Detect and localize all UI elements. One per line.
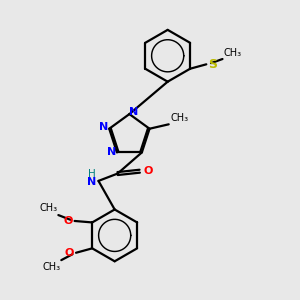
Text: H: H bbox=[88, 169, 96, 179]
Text: O: O bbox=[143, 166, 153, 176]
Text: CH₃: CH₃ bbox=[170, 113, 188, 123]
Text: N: N bbox=[87, 177, 97, 188]
Text: S: S bbox=[208, 58, 217, 71]
Text: N: N bbox=[129, 107, 138, 117]
Text: CH₃: CH₃ bbox=[42, 262, 60, 272]
Text: CH₃: CH₃ bbox=[39, 203, 57, 213]
Text: N: N bbox=[107, 147, 116, 158]
Text: O: O bbox=[63, 216, 73, 226]
Text: O: O bbox=[64, 248, 74, 258]
Text: N: N bbox=[99, 122, 109, 132]
Text: CH₃: CH₃ bbox=[224, 48, 242, 58]
